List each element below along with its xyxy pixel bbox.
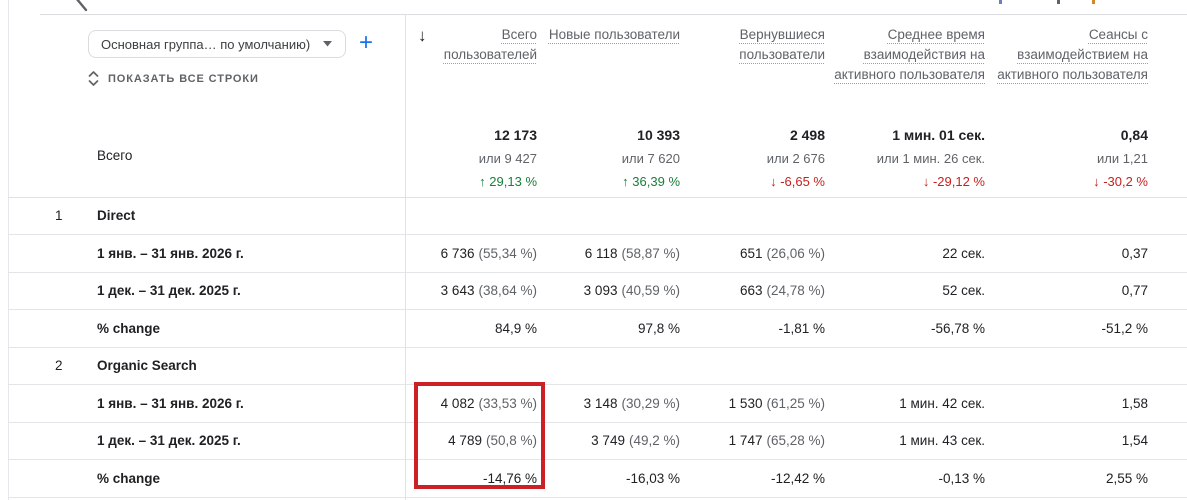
cell: 4 082 (33,53 %) [440,395,537,411]
cell: 2,55 % [1105,470,1148,486]
annotation-highlight-box [414,382,545,489]
cell: 0,77 [1121,283,1148,299]
cell: 22 сек. [942,245,985,261]
cell: 651 (26,06 %) [739,245,825,261]
add-dimension-button[interactable]: + [358,29,373,56]
totals-cell: 1 мин. 01 сек. или 1 мин. 26 сек. ↓ -29,… [876,127,985,189]
cell: 97,8 % [637,320,680,336]
table-header-row: ↓ Всего пользователей Новые пользователи… [8,14,1187,115]
column-header-total-users[interactable]: ↓ Всего пользователей [418,26,537,62]
percent-change-row: % change 84,9 % 97,8 % -1,81 % -56,78 % … [8,310,1187,348]
cell: 3 093 (40,59 %) [583,283,680,299]
unfold-more-icon [88,71,99,86]
cell: -56,78 % [930,320,985,336]
period-label: 1 дек. – 31 дек. 2025 г. [97,433,241,449]
totals-cell: 12 173 или 9 427 ↑ 29,13 % [478,127,537,189]
column-header-returning-users[interactable]: Вернувшиеся пользователи [739,27,825,62]
cell: -51,2 % [1101,320,1148,336]
sort-descending-icon[interactable]: ↓ [418,26,427,45]
cell: 84,9 % [494,320,537,336]
totals-cell: 2 498 или 2 676 ↓ -6,65 % [766,127,825,189]
row-index: 2 [55,358,63,374]
column-header-avg-engagement-time[interactable]: Среднее время взаимодействия на активног… [834,27,985,82]
cell: 1,58 [1121,395,1148,411]
trend-down-icon: ↓ [922,174,930,189]
cutoff-text-fragment [1057,0,1060,4]
cutoff-text-fragment [1092,0,1095,4]
panel-left-border [8,0,9,500]
cell: 1 мин. 43 сек. [899,433,985,449]
trend-down-icon: ↓ [770,174,777,189]
table-body: 1 Direct 1 янв. – 31 янв. 2026 г. 6 736(… [8,198,1187,498]
cell: -1,81 % [778,320,825,336]
cutoff-text-fragment [999,0,1002,4]
table-top-border [40,14,1187,15]
show-all-rows-button[interactable]: ПОКАЗАТЬ ВСЕ СТРОКИ [88,71,259,86]
dimension-dropdown[interactable]: Основная группа… по умолчанию) [88,30,346,58]
cell: 1 747 (65,28 %) [728,433,825,449]
search-icon[interactable] [74,0,90,12]
cell: -0,13 % [938,470,985,486]
totals-label: Всего [97,148,133,164]
period-row: 1 дек. – 31 дек. 2025 г. 4 789 (50,8 %) 3… [8,423,1187,460]
cell: 6 736 (55,34 %) [440,245,537,261]
period-label: 1 янв. – 31 янв. 2026 г. [97,245,244,261]
cell: 663 (24,78 %) [739,283,825,299]
dimension-dropdown-value: Основная группа… по умолчанию) [101,36,311,52]
period-label: 1 янв. – 31 янв. 2026 г. [97,395,244,411]
trend-up-icon: ↑ [622,174,629,189]
totals-cell: 10 393 или 7 620 ↑ 36,39 % [621,127,680,189]
period-row: 1 янв. – 31 янв. 2026 г. 4 082 (33,53 %) … [8,385,1187,423]
totals-row: Всего 12 173 или 9 427 ↑ 29,13 % 10 393 … [8,115,1187,198]
cell: 52 сек. [942,283,985,299]
cell: 3 749 (49,2 %) [591,433,680,449]
column-header-engaged-sessions[interactable]: Сеансы с взаимодействием на активного по… [997,27,1148,82]
channel-name: Organic Search [97,358,197,374]
cell: 3 643 (38,64 %) [440,283,537,299]
cell: 1 530 (61,25 %) [728,395,825,411]
show-all-rows-label: ПОКАЗАТЬ ВСЕ СТРОКИ [108,72,259,85]
column-divider [405,14,406,500]
cell: 1 мин. 42 сек. [899,395,985,411]
cell: -14,76 % [482,470,537,486]
cell: 6 118 (58,87 %) [584,245,680,261]
trend-up-icon: ↑ [479,174,486,189]
period-label: 1 дек. – 31 дек. 2025 г. [97,283,241,299]
percent-change-label: % change [97,320,161,336]
percent-change-label: % change [97,470,161,486]
cell: 1,54 [1121,433,1148,449]
row-index: 1 [55,208,63,224]
cell: 0,37 [1121,245,1148,261]
group-header-row-direct[interactable]: 1 Direct [8,198,1187,235]
column-header-new-users[interactable]: Новые пользователи [548,27,680,42]
cell: 3 148 (30,29 %) [583,395,680,411]
cell: -12,42 % [770,470,825,486]
period-row: 1 янв. – 31 янв. 2026 г. 6 736 (55,34 %) … [8,235,1187,273]
period-row: 1 дек. – 31 дек. 2025 г. 3 643 (38,64 %) … [8,273,1187,310]
chevron-down-icon [323,41,332,47]
percent-change-row: % change -14,76 % -16,03 % -12,42 % -0,1… [8,460,1187,498]
cell: -16,03 % [625,470,680,486]
channel-name: Direct [97,208,136,224]
trend-down-icon: ↓ [1093,174,1100,189]
totals-cell: 0,84 или 1,21 ↓ -30,2 % [1093,127,1148,189]
group-header-row-organic-search[interactable]: 2 Organic Search [8,348,1187,385]
cell: 4 789 (50,8 %) [448,433,537,449]
